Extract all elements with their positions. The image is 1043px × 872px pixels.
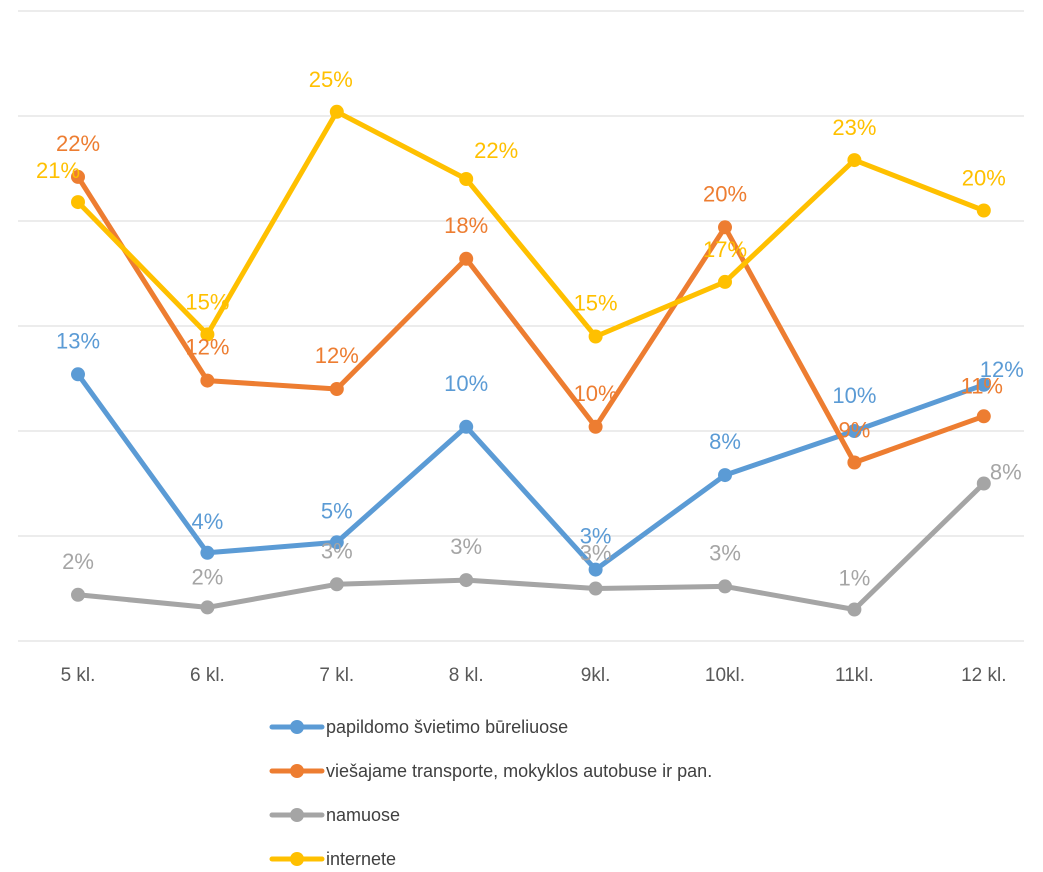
data-label: 25% [309,67,353,92]
data-label: 10% [574,381,618,406]
series-0 [71,367,991,577]
data-point [329,104,344,119]
data-label: 13% [56,328,100,353]
data-point [200,373,215,388]
data-point [588,329,603,344]
data-point [588,581,603,596]
data-point [847,424,862,438]
legend-item: namuose [269,805,400,825]
x-tick-label: 12 kl. [961,665,1006,686]
legend-swatch-marker [290,808,304,822]
data-label: 4% [192,509,224,534]
data-label: 20% [962,166,1006,191]
data-labels: 13% 4% 5% 10% 3% 8% 10% 12% 22% 12% 12% 18% 10% 20% 9%… [36,67,1024,591]
data-label: 10% [832,383,876,408]
series-line [75,481,987,612]
data-label: 5% [321,498,353,523]
data-point [329,577,344,592]
x-tick-label: 8 kl. [449,665,484,686]
series-1 [71,169,991,470]
legend-label: internete [326,849,396,869]
data-label: 12% [315,343,359,368]
data-label: 12% [185,335,229,360]
series-line [75,371,987,573]
gridlines [18,10,1024,642]
data-label: 8% [990,460,1022,485]
data-label: 3% [321,538,353,563]
x-tick-label: 11kl. [835,665,874,686]
data-label: 2% [62,549,94,574]
series-2 [71,476,991,617]
data-label: 1% [839,566,871,591]
series-lines [71,104,991,617]
x-tick-label: 5 kl. [61,665,96,686]
data-label: 3% [709,540,741,565]
data-label: 23% [832,115,876,140]
x-axis-tick-labels: 5 kl. 6 kl. 7 kl. 8 kl. 9kl. 10kl. 11kl. 12 kl. [61,665,1007,686]
data-label: 3% [580,524,612,549]
data-point [71,367,85,382]
x-tick-label: 10kl. [705,665,745,686]
legend-item: internete [269,849,396,869]
legend-swatch-marker [290,852,304,866]
data-point [71,169,85,184]
data-label: 18% [444,213,488,238]
data-point [329,382,344,396]
data-label: 17% [703,237,747,262]
data-point [976,409,991,424]
data-point [459,419,474,434]
data-label: 22% [56,131,100,156]
data-point [718,468,732,483]
data-point [847,455,862,470]
data-point [588,562,603,577]
data-point [847,153,862,168]
data-point [718,220,732,235]
x-tick-label: 6 kl. [190,665,225,686]
data-point [847,602,862,617]
data-point [329,535,344,550]
data-point [976,476,991,491]
data-label: 22% [474,138,518,163]
data-label: 12% [980,357,1024,382]
data-label: 11% [961,373,1003,398]
data-label: 10% [444,371,488,396]
legend-item: papildomo švietimo būreliuose [269,717,568,737]
data-point [459,251,474,266]
data-point [976,203,991,218]
data-point [200,545,215,560]
series-3 [71,104,991,344]
legend: papildomo švietimo būreliuose viešajame t… [269,717,712,869]
data-label: 20% [703,181,747,206]
legend-label: papildomo švietimo būreliuose [326,717,568,737]
legend-swatch-marker [290,720,304,734]
legend-label: namuose [326,805,400,825]
data-point [71,587,85,602]
data-label: 3% [580,541,612,566]
legend-item: viešajame transporte, mokyklos autobuse … [269,761,712,781]
data-point [200,600,215,615]
data-point [71,195,85,210]
data-point [200,327,215,342]
data-label: 9% [839,418,871,443]
data-label: 15% [185,289,229,314]
data-label: 21% [36,158,80,183]
data-label: 15% [574,291,618,316]
data-point [459,172,474,186]
data-label: 2% [192,564,224,589]
legend-label: viešajame transporte, mokyklos autobuse … [326,761,712,781]
x-tick-label: 9kl. [581,665,611,686]
data-label: 3% [450,534,482,559]
series-line [75,109,987,339]
data-label: 8% [709,429,741,454]
data-point [718,274,732,289]
series-line [75,174,987,465]
legend-swatch-marker [290,764,304,778]
x-tick-label: 7 kl. [319,665,354,686]
data-point [588,419,603,434]
data-point [976,377,991,392]
data-point [459,573,474,588]
data-point [718,579,732,594]
